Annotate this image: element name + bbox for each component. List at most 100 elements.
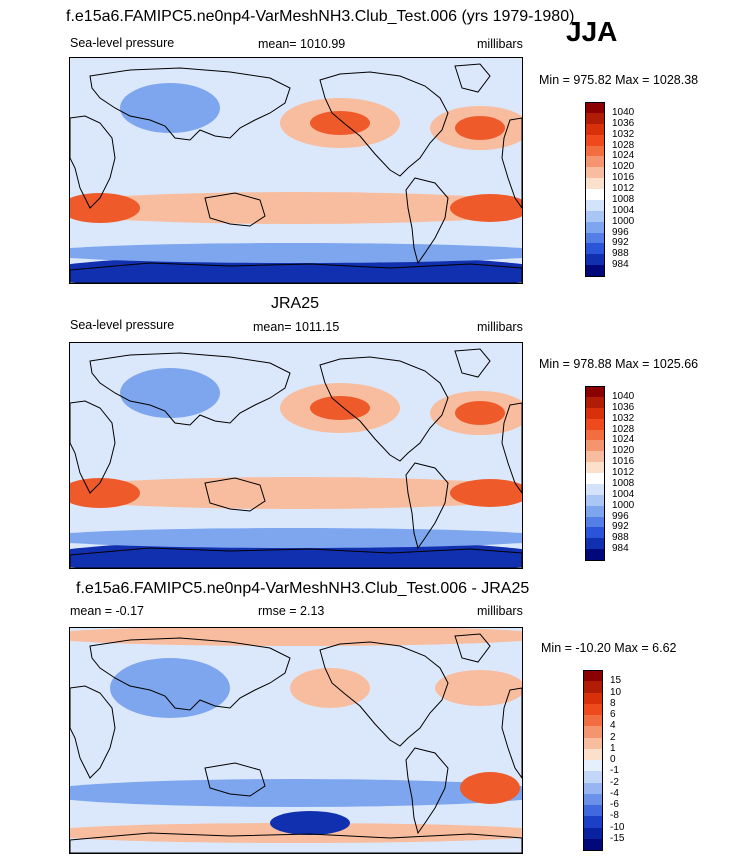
colorbar-swatch [583, 715, 603, 727]
colorbar-tick-label: 984 [612, 543, 629, 555]
panel3-rmse-label: rmse = 2.13 [258, 604, 325, 618]
colorbar-tick-label: 1032 [612, 412, 635, 424]
coastline [70, 685, 116, 779]
colorbar-tick-label: 1000 [612, 215, 635, 227]
coastline [405, 177, 449, 265]
coastline [89, 67, 291, 141]
colorbar-swatch [583, 681, 603, 693]
colorbar-tick-label: 1020 [612, 445, 635, 457]
coastline [405, 747, 449, 835]
pressure-contour [450, 479, 522, 507]
colorbar-swatch [585, 178, 605, 190]
colorbar-tick-label: -15 [610, 832, 625, 844]
colorbar-tick-label: 1036 [612, 117, 635, 129]
coastline [319, 71, 449, 177]
coastline [70, 400, 116, 494]
pressure-contour [455, 401, 505, 425]
colorbar-tick-label: 1032 [612, 128, 635, 140]
panel3-title: f.e15a6.FAMIPC5.ne0np4-VarMeshNH3.Club_T… [76, 580, 530, 597]
colorbar-swatch [585, 210, 605, 223]
pressure-contour [120, 83, 220, 133]
colorbar-tick-label: 8 [610, 697, 616, 709]
colorbar-tick-label: 1024 [612, 434, 635, 446]
panel3-mean-label: mean = -0.17 [70, 604, 145, 618]
colorbar-swatch [585, 123, 605, 136]
panel1-units-label: millibars [477, 37, 523, 51]
colorbar-tick-label: 1040 [612, 106, 635, 118]
colorbar-swatch [585, 516, 605, 528]
pressure-contour [70, 477, 522, 509]
colorbar-swatch [585, 265, 605, 277]
coastline [454, 348, 491, 378]
map-canvas [70, 58, 522, 283]
coastline [501, 687, 522, 779]
colorbar-swatch [585, 462, 605, 474]
coastline [501, 402, 522, 494]
map-canvas [70, 343, 522, 568]
pressure-contour [270, 811, 350, 835]
panel1-minmax-label: Min = 975.82 Max = 1028.38 [539, 73, 699, 87]
colorbar-tick-label: -1 [610, 765, 619, 777]
colorbar-tick-label: 1008 [612, 193, 635, 205]
colorbar-tick-label: -10 [610, 821, 625, 833]
pressure-contour [120, 368, 220, 418]
pressure-contour [110, 658, 230, 718]
colorbar-swatch [583, 771, 603, 783]
panel1-colorbar: 1040 1036 1032 1028 1024 1020 1016 1012 1008 1004… [585, 102, 645, 277]
colorbar-swatch [583, 782, 603, 795]
coastline [405, 462, 449, 550]
coastline [204, 192, 266, 227]
colorbar-tick-label: -8 [610, 810, 619, 822]
colorbar-swatch [585, 440, 605, 452]
coastline [89, 352, 291, 426]
colorbar-swatch [585, 494, 605, 507]
coastline [319, 641, 449, 747]
coastline [70, 115, 116, 209]
pressure-contour [70, 243, 522, 263]
colorbar-tick-label: 10 [610, 686, 622, 698]
colorbar-swatch [585, 527, 605, 539]
colorbar-tick-label: 1016 [612, 456, 635, 468]
colorbar-swatch [585, 243, 605, 255]
panel1-mean-label: mean= 1010.99 [258, 37, 346, 51]
colorbar-tick-label: 992 [612, 521, 629, 533]
colorbar-tick-label: 988 [612, 532, 629, 544]
colorbar-tick-label: 996 [612, 510, 629, 522]
colorbar-swatch [585, 549, 605, 561]
colorbar-tick-label: -2 [610, 776, 619, 788]
colorbar-tick-label: 1004 [612, 488, 635, 500]
colorbar-swatch [585, 386, 605, 398]
panel2-variable-label: Sea-level pressure [70, 318, 175, 332]
colorbar-tick-label: -6 [610, 799, 619, 810]
colorbar-tick-label: 988 [612, 248, 629, 260]
colorbar-tick-label: -4 [610, 787, 619, 799]
colorbar-swatch [585, 429, 605, 441]
colorbar-swatch [585, 473, 605, 485]
panel2-mean-label: mean= 1011.15 [253, 320, 340, 334]
coastline [70, 832, 522, 853]
colorbar-swatch [583, 670, 603, 682]
colorbar-tick-label: 15 [610, 675, 622, 687]
pressure-contour [290, 668, 370, 708]
colorbar-swatch [583, 805, 603, 817]
colorbar-tick-label: 1016 [612, 172, 635, 184]
colorbar-tick-label: 1028 [612, 423, 635, 435]
colorbar-swatch [583, 793, 603, 806]
colorbar-tick-label: 984 [612, 259, 629, 271]
pressure-contour [310, 396, 370, 420]
panel2-title: JRA25 [271, 295, 320, 312]
colorbar-swatch [583, 760, 603, 772]
colorbar-swatch [585, 254, 605, 266]
colorbar-swatch [585, 145, 605, 157]
pressure-contour [70, 192, 522, 224]
pressure-contour [310, 111, 370, 135]
main-title: f.e15a6.FAMIPC5.ne0np4-VarMeshNH3.Club_T… [66, 8, 575, 25]
coastline [501, 117, 522, 209]
coastline [204, 762, 266, 797]
colorbar-swatch [585, 112, 605, 125]
colorbar-swatch [585, 483, 605, 496]
colorbar-tick-label: 1004 [612, 204, 635, 216]
panel3-map [69, 627, 523, 854]
colorbar-tick-label: 1024 [612, 150, 635, 162]
colorbar-tick-label: 1012 [612, 183, 635, 194]
